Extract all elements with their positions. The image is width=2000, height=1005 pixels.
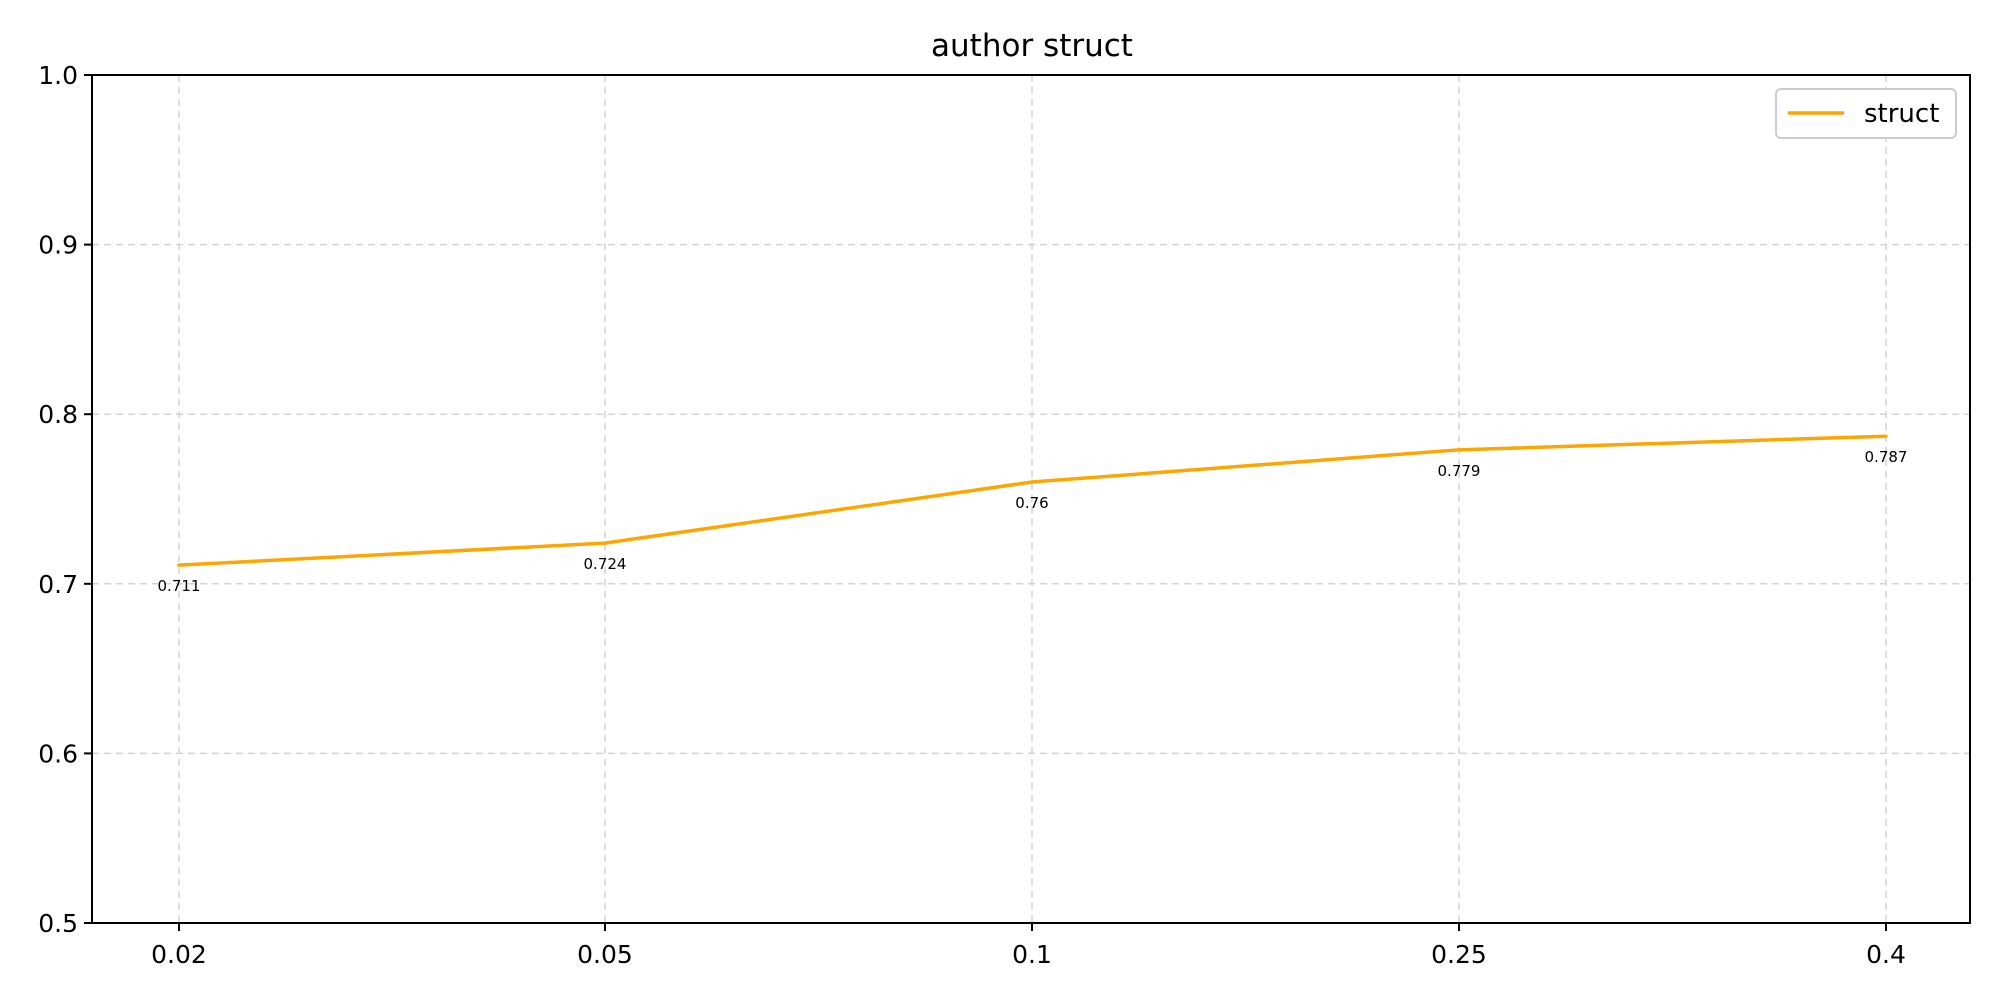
x-tick-label: 0.25	[1431, 940, 1487, 969]
y-tick-label: 0.8	[38, 400, 78, 429]
data-labels: 0.711 0.724 0.76 0.779 0.787	[158, 448, 1908, 595]
data-label: 0.787	[1865, 448, 1908, 466]
y-tick-label: 0.7	[38, 570, 78, 599]
x-tick-label: 0.05	[577, 940, 633, 969]
legend-label-struct: struct	[1864, 99, 1939, 129]
data-label: 0.779	[1438, 462, 1481, 480]
data-label: 0.724	[584, 555, 627, 573]
y-tick-label: 0.9	[38, 231, 78, 260]
x-tick-label: 0.1	[1012, 940, 1052, 969]
data-label: 0.76	[1015, 494, 1048, 512]
series-layer	[177, 434, 1888, 567]
y-tick-label: 1.0	[38, 61, 78, 90]
axes: 0.02 0.05 0.1 0.25 0.4 0.5 0.6 0.7 0.8 0.9 1.0	[38, 61, 1971, 969]
series-line-struct	[177, 434, 1888, 567]
y-tick-label: 0.6	[38, 739, 78, 768]
x-tick-label: 0.4	[1866, 940, 1906, 969]
data-label: 0.711	[158, 577, 201, 595]
chart-title: author struct	[931, 28, 1133, 64]
legend-box	[1775, 88, 1957, 139]
x-tick-label: 0.02	[151, 940, 207, 969]
grid	[92, 75, 1970, 923]
legend: struct	[1775, 88, 1957, 139]
plot-frame	[91, 74, 1971, 924]
y-tick-label: 0.5	[38, 909, 78, 938]
